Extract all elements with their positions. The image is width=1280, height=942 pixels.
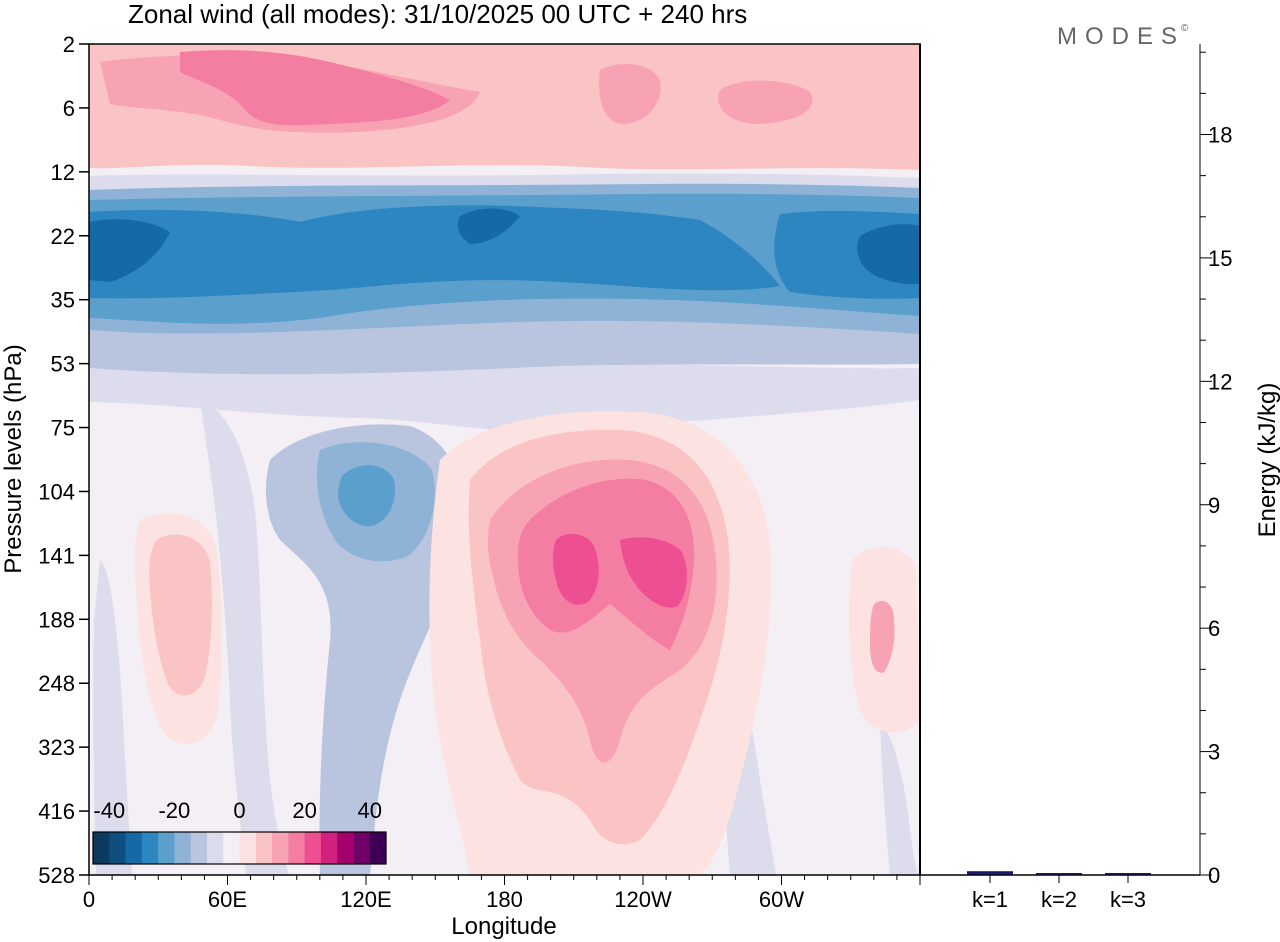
pressure-tick-label: 104: [38, 479, 75, 504]
wind-heatmap: [89, 44, 920, 875]
easterly-minimum: [338, 465, 396, 527]
easterly-column-mid: [200, 400, 290, 875]
pressure-tick-label: 141: [38, 543, 75, 568]
energy-bar: [1105, 873, 1151, 875]
colorbar-swatch: [320, 832, 338, 864]
pressure-tick-label: 22: [51, 224, 75, 249]
pressure-tick-label: 35: [51, 288, 75, 313]
colorbar-swatch: [141, 832, 159, 864]
lower-transition-band: [89, 320, 920, 376]
easterly-band-core: [89, 205, 780, 299]
longitude-axis: 0 60E 120E 180 120W 60W: [83, 875, 921, 912]
energy-axis-label: Energy (kJ/kg): [1254, 383, 1280, 538]
energy-category-label: k=2: [1041, 887, 1077, 912]
colorbar-swatch: [272, 832, 289, 864]
colorbar-swatch: [223, 832, 240, 864]
energy-category-label: k=1: [972, 887, 1008, 912]
colorbar-swatch: [304, 832, 322, 864]
colorbar-swatch: [206, 832, 224, 864]
upper-westerly-core-2: [180, 50, 450, 126]
colorbar-swatch: [255, 832, 273, 864]
pressure-tick-label: 323: [38, 735, 75, 760]
y-axis-label: Pressure levels (hPa): [0, 344, 27, 573]
pressure-tick-label: 6: [63, 96, 75, 121]
longitude-tick-label: 0: [83, 887, 95, 912]
upper-westerly-far-east: [718, 80, 813, 124]
colorbar-swatch: [174, 832, 192, 864]
pressure-tick-label: 75: [51, 416, 75, 441]
pressure-tick-label: 53: [51, 352, 75, 377]
energy-bars: [967, 871, 1151, 875]
energy-bar: [967, 871, 1013, 875]
pressure-axis: 2 6 12 22 35 53 75 104 141 188 248 323 416 528: [38, 32, 89, 888]
colorbar-tick-label: 0: [233, 798, 245, 823]
westerly-patch-west-core: [149, 534, 212, 696]
energy-categories: k=1 k=2 k=3: [972, 875, 1146, 912]
pressure-tick-label: 2: [63, 32, 75, 57]
colorbar-swatch: [93, 832, 110, 864]
westerly-jet-layer-4: [518, 478, 695, 650]
pressure-tick-label: 188: [38, 607, 75, 632]
pressure-tick-label: 528: [38, 863, 75, 888]
colorbar-swatch: [369, 832, 387, 864]
colorbar-swatch: [109, 832, 127, 864]
pressure-tick-label: 12: [51, 160, 75, 185]
longitude-tick-label: 120W: [614, 887, 672, 912]
colorbar-swatch: [353, 832, 371, 864]
chart-title: Zonal wind (all modes): 31/10/2025 00 UT…: [128, 0, 747, 29]
longitude-tick-label: 180: [486, 887, 523, 912]
energy-tick-label: 0: [1208, 863, 1220, 888]
energy-tick-label: 18: [1208, 123, 1232, 148]
energy-axis: 0 3 6 9 12 15 18: [1200, 51, 1232, 888]
x-axis-label: Longitude: [451, 913, 556, 940]
colorbar-tick-label: 40: [357, 798, 381, 823]
energy-tick-label: 15: [1208, 246, 1232, 271]
neutral-band: [89, 364, 920, 433]
westerly-patch-east-core: [870, 600, 895, 673]
easterly-column-far-east: [880, 720, 920, 875]
colorbar-swatch: [125, 832, 143, 864]
contour-shapes: [89, 44, 920, 875]
energy-tick-label: 3: [1208, 740, 1220, 765]
upper-westerly-east: [599, 64, 661, 125]
pressure-tick-label: 416: [38, 799, 75, 824]
colorbar-swatch: [158, 832, 175, 864]
colorbar-swatch: [288, 832, 306, 864]
colorbar-swatch: [239, 832, 257, 864]
colorbar-frame: [92, 831, 387, 865]
copyright-mark: ©: [1181, 23, 1189, 34]
energy-tick-label: 12: [1208, 369, 1232, 394]
colorbar-swatch: [337, 832, 354, 864]
colorbar-tick-label: -40: [93, 798, 125, 823]
colorbar: [92, 831, 387, 865]
colorbar-tick-label: 20: [292, 798, 316, 823]
colorbar-swatch: [190, 832, 208, 864]
longitude-tick-label: 60E: [208, 887, 247, 912]
westerly-max-west: [553, 533, 599, 605]
energy-category-label: k=3: [1110, 887, 1146, 912]
longitude-tick-label: 60W: [759, 887, 804, 912]
westerly-max-east: [620, 537, 687, 608]
energy-panel-background: [920, 44, 1200, 875]
colorbar-labels: -40 -20 0 20 40: [93, 798, 382, 823]
easterly-column-west: [93, 560, 132, 875]
easterly-core-west: [89, 219, 170, 282]
energy-bar: [1036, 873, 1082, 875]
colorbar-tick-label: -20: [158, 798, 190, 823]
easterly-core-mid: [457, 208, 520, 244]
longitude-tick-label: 120E: [340, 887, 391, 912]
energy-tick-label: 9: [1208, 493, 1220, 518]
easterly-core-east: [857, 224, 920, 285]
pressure-tick-label: 248: [38, 671, 75, 696]
energy-tick-label: 6: [1208, 616, 1220, 641]
